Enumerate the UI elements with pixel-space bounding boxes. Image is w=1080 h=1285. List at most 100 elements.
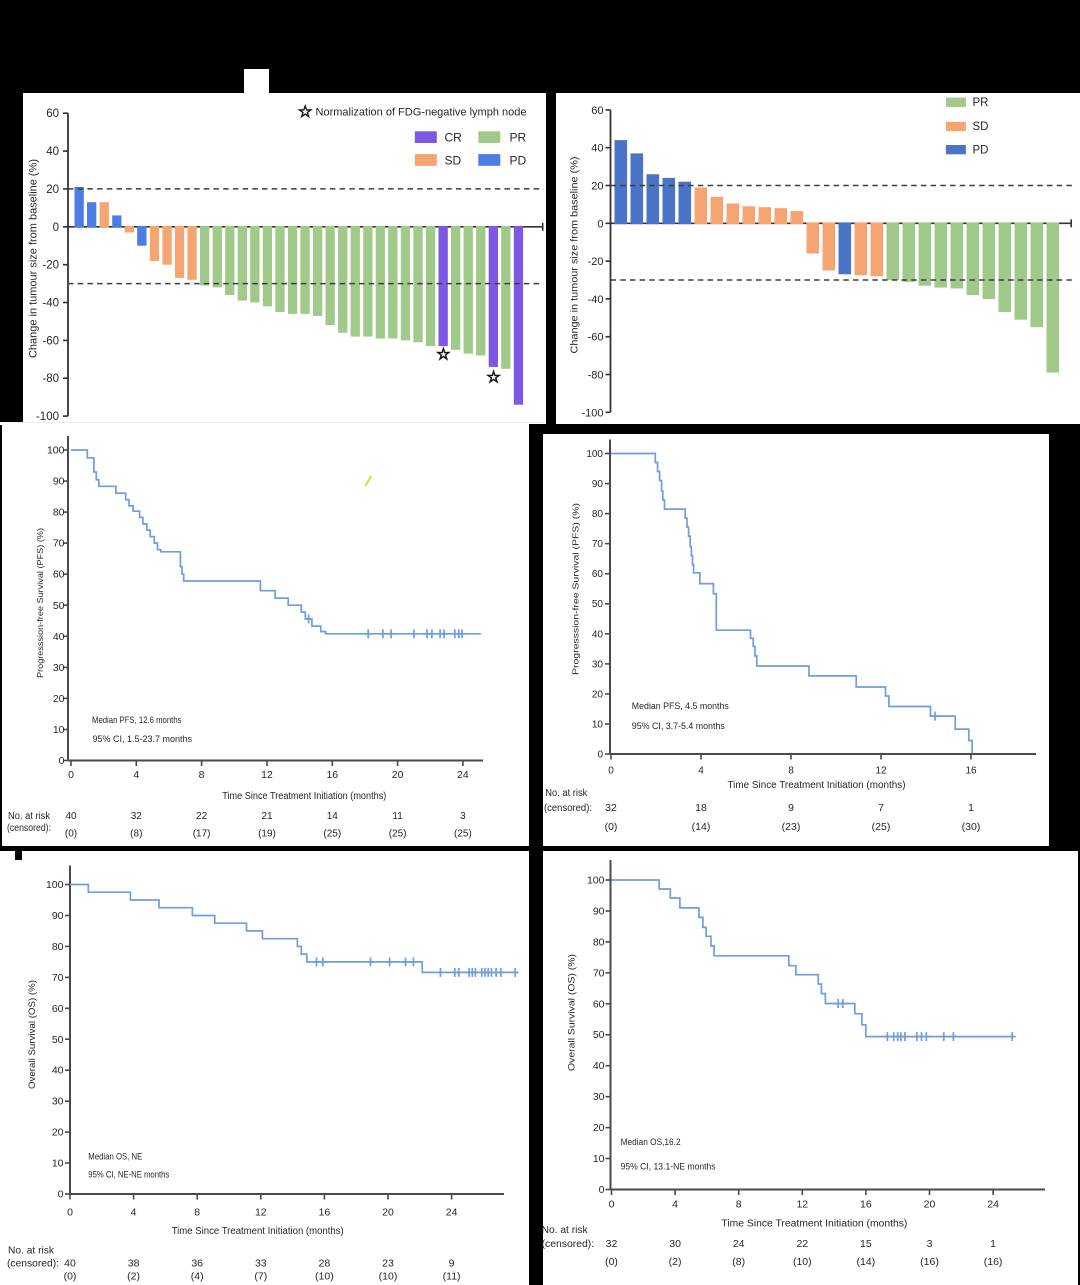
svg-text:0: 0	[597, 750, 603, 761]
svg-text:60: 60	[592, 569, 604, 580]
svg-text:(25): (25)	[323, 829, 341, 840]
svg-text:3: 3	[460, 811, 466, 822]
svg-text:-100: -100	[36, 411, 59, 423]
svg-text:30: 30	[593, 1091, 605, 1103]
svg-text:Time Since Treatment Initiatio: Time Since Treatment Initiation (months)	[728, 780, 906, 791]
svg-text:20: 20	[53, 693, 65, 705]
svg-text:4: 4	[131, 1207, 137, 1219]
svg-text:No. at risk: No. at risk	[545, 788, 588, 799]
svg-text:(23): (23)	[782, 821, 801, 833]
svg-text:Overall Survival (OS) (%): Overall Survival (OS) (%)	[567, 954, 577, 1071]
svg-text:(19): (19)	[258, 829, 276, 840]
svg-text:(2): (2)	[669, 1256, 682, 1268]
svg-text:Median OS,16.2: Median OS,16.2	[621, 1137, 681, 1148]
svg-text:-40: -40	[42, 298, 59, 310]
svg-text:80: 80	[53, 507, 65, 519]
svg-text:Time Since Treatment Initiatio: Time Since Treatment Initiation (months)	[172, 1226, 344, 1237]
svg-text:4: 4	[672, 1199, 678, 1211]
svg-text:(30): (30)	[962, 821, 981, 833]
svg-text:9: 9	[788, 802, 794, 814]
svg-text:(censored):: (censored):	[7, 1258, 59, 1270]
svg-text:Progresssion-free Survival (PF: Progresssion-free Survival (PFS) (%)	[35, 528, 45, 678]
svg-text:-60: -60	[588, 332, 604, 344]
svg-text:8: 8	[736, 1199, 742, 1211]
svg-text:80: 80	[592, 509, 604, 520]
svg-text:95% CI, NE-NE months: 95% CI, NE-NE months	[88, 1170, 169, 1181]
svg-text:Time Since Treatment Initiatio: Time Since Treatment Initiation (months)	[222, 791, 386, 802]
svg-text:0: 0	[68, 769, 74, 781]
svg-text:50: 50	[52, 1034, 64, 1046]
svg-text:18: 18	[695, 802, 707, 814]
svg-text:60: 60	[591, 105, 603, 117]
svg-text:(censored):: (censored):	[7, 823, 51, 834]
svg-text:40: 40	[64, 1258, 76, 1270]
svg-text:30: 30	[53, 662, 65, 674]
svg-text:Change in tumour size from bas: Change in tumour size from baseline (%)	[570, 157, 581, 354]
svg-text:(0): (0)	[64, 1271, 77, 1283]
svg-text:40: 40	[52, 1065, 64, 1077]
svg-text:(4): (4)	[191, 1271, 204, 1283]
svg-text:16: 16	[965, 766, 977, 777]
svg-text:20: 20	[924, 1199, 936, 1211]
svg-text:33: 33	[255, 1258, 267, 1270]
svg-text:(16): (16)	[984, 1256, 1003, 1268]
svg-text:9: 9	[449, 1258, 455, 1270]
svg-text:-40: -40	[588, 294, 604, 306]
svg-text:No. at risk: No. at risk	[542, 1224, 589, 1236]
svg-text:30: 30	[52, 1096, 64, 1108]
svg-text:10: 10	[592, 720, 604, 731]
svg-text:Progresssion-free Survival (PF: Progresssion-free Survival (PFS) (%)	[571, 503, 581, 675]
svg-text:12: 12	[255, 1207, 267, 1219]
svg-text:(0): (0)	[605, 821, 618, 833]
svg-text:95% CI, 1.5-23.7 months: 95% CI, 1.5-23.7 months	[93, 734, 193, 745]
svg-text:Median OS, NE: Median OS, NE	[88, 1152, 142, 1163]
svg-text:30: 30	[669, 1238, 681, 1250]
svg-text:12: 12	[796, 1199, 808, 1211]
svg-text:No. at risk: No. at risk	[8, 811, 51, 822]
svg-text:80: 80	[593, 936, 605, 948]
svg-text:40: 40	[46, 146, 59, 158]
svg-text:(0): (0)	[605, 1256, 618, 1268]
svg-text:0: 0	[67, 1207, 73, 1219]
svg-text:1: 1	[968, 802, 974, 814]
svg-text:3: 3	[927, 1238, 933, 1250]
svg-text:0: 0	[58, 1189, 64, 1201]
svg-text:(14): (14)	[692, 821, 711, 833]
svg-text:0: 0	[597, 218, 603, 230]
svg-text:-60: -60	[42, 335, 59, 347]
svg-text:12: 12	[261, 769, 273, 781]
svg-text:(8): (8)	[732, 1256, 745, 1268]
svg-text:16: 16	[319, 1207, 331, 1219]
svg-text:No. at risk: No. at risk	[8, 1245, 55, 1257]
svg-text:0: 0	[59, 755, 65, 767]
svg-text:8: 8	[199, 769, 205, 781]
svg-text:24: 24	[987, 1199, 999, 1211]
svg-text:50: 50	[592, 599, 604, 610]
svg-text:-20: -20	[588, 256, 604, 268]
svg-text:32: 32	[131, 811, 143, 822]
svg-text:12: 12	[875, 766, 887, 777]
svg-text:0: 0	[608, 766, 614, 777]
svg-text:22: 22	[796, 1238, 808, 1250]
svg-text:20: 20	[592, 689, 604, 700]
svg-text:-100: -100	[581, 407, 603, 419]
svg-text:20: 20	[52, 1127, 64, 1139]
svg-text:4: 4	[133, 769, 139, 781]
svg-text:0: 0	[599, 1184, 605, 1196]
svg-text:80: 80	[52, 941, 64, 953]
svg-text:70: 70	[53, 538, 65, 550]
svg-text:(17): (17)	[193, 829, 211, 840]
svg-text:(2): (2)	[127, 1271, 140, 1283]
svg-text:(14): (14)	[857, 1256, 876, 1268]
svg-text:PD: PD	[510, 153, 527, 167]
svg-text:8: 8	[788, 766, 794, 777]
svg-text:15: 15	[860, 1238, 872, 1250]
svg-text:100: 100	[586, 449, 603, 460]
svg-text:60: 60	[593, 998, 605, 1010]
svg-text:PR: PR	[973, 97, 989, 109]
svg-text:100: 100	[47, 445, 65, 457]
svg-text:(25): (25)	[389, 829, 407, 840]
svg-text:95% CI, 13.1-NE months: 95% CI, 13.1-NE months	[621, 1162, 716, 1173]
svg-text:21: 21	[261, 811, 273, 822]
svg-text:Median PFS, 12.6 months: Median PFS, 12.6 months	[92, 715, 182, 726]
